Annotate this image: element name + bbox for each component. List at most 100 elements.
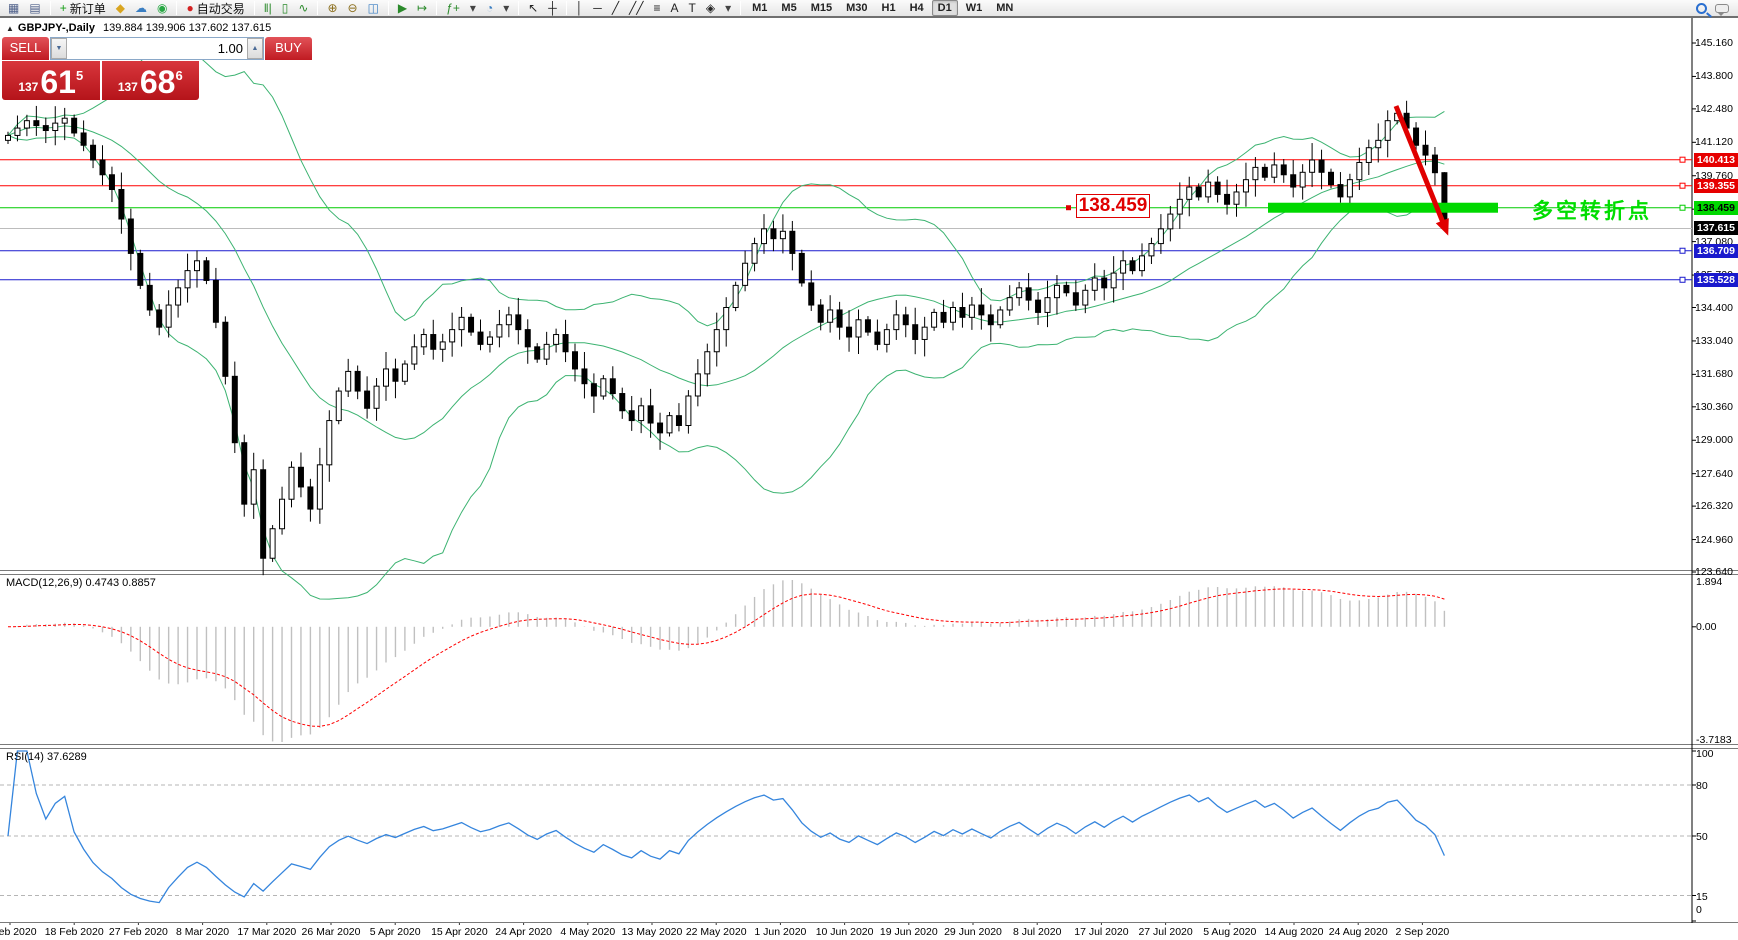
- buy-price-prefix: 137: [117, 80, 138, 94]
- price-tick-142.480: 142.480: [1695, 102, 1733, 115]
- timeframe-h1-button[interactable]: H1: [881, 2, 896, 14]
- hline-handle-139.355[interactable]: [1679, 182, 1686, 189]
- timeframe-d1-button[interactable]: D1: [931, 0, 958, 16]
- zoom-in-icon[interactable]: ⊕: [323, 0, 341, 16]
- level-badge-135.528: 135.528: [1694, 272, 1738, 287]
- date-label: 18 Feb 2020: [44, 926, 104, 938]
- ohlc-values: 139.884 139.906 137.602 137.615: [102, 22, 272, 34]
- indicators-caret-icon: ▾: [469, 1, 476, 15]
- sell-price-main: 61: [40, 64, 76, 100]
- timeframe-m15-button[interactable]: M15: [810, 2, 833, 14]
- horizontal-line-icon[interactable]: ─: [589, 0, 606, 16]
- date-label: 15 Apr 2020: [431, 926, 488, 938]
- channel-icon: ╱╱: [629, 1, 644, 15]
- hline-handle-138.459[interactable]: [1679, 204, 1686, 211]
- channel-icon[interactable]: ╱╱: [625, 0, 647, 16]
- chat-icon[interactable]: [1715, 3, 1729, 16]
- shapes-caret-icon[interactable]: ▾: [721, 0, 735, 16]
- toolbar: ▦ ▤ + 新订单 ◆ ☁ ◉ ● 自动交易 ‖| ▯ ∿ ⊕ ⊖ ◫ ▶ ↦ ƒ+ ▾ ◔ ▾ ↖ ┼ │ ─ ╱ ╱╱ ≡ A T ◈ ▾…: [0, 0, 1738, 18]
- fibonacci-icon[interactable]: ≡: [650, 0, 665, 16]
- chart-shift-icon[interactable]: ↦: [413, 0, 431, 16]
- indicators-caret-icon[interactable]: ▾: [466, 0, 480, 16]
- timeframe-m5-button[interactable]: M5: [781, 2, 797, 14]
- trendline-icon[interactable]: ╱: [608, 0, 623, 16]
- buy-button[interactable]: BUY: [265, 37, 312, 60]
- cursor-icon: ↖: [528, 1, 539, 15]
- shapes-caret-icon: ▾: [725, 1, 732, 15]
- date-label: 8 Mar 2020: [176, 926, 230, 938]
- auto-scroll-icon[interactable]: ▶: [394, 0, 411, 16]
- macd-min-label: -3.7183: [1696, 734, 1732, 746]
- tile-windows-icon[interactable]: ◫: [364, 0, 383, 16]
- date-label: 19 Jun 2020: [879, 926, 938, 938]
- auto-trading-button: ●: [186, 1, 194, 15]
- crosshair-icon[interactable]: ┼: [544, 0, 561, 16]
- timeframe-w1-button[interactable]: W1: [965, 2, 983, 14]
- shapes-icon[interactable]: ◈: [702, 0, 719, 16]
- support-highlight-bar[interactable]: [1268, 202, 1498, 213]
- timeframe-h4-button[interactable]: H4: [909, 2, 924, 14]
- price-tick-143.800: 143.800: [1695, 70, 1733, 83]
- line-chart-icon[interactable]: ∿: [294, 0, 312, 16]
- chart-canvas[interactable]: [0, 18, 1738, 940]
- callout-anchor[interactable]: [1066, 205, 1071, 211]
- text-icon[interactable]: A: [667, 0, 683, 16]
- sell-arrow[interactable]: [1393, 105, 1446, 224]
- new-order-button-label: 新订单: [69, 1, 106, 16]
- turning-point-label[interactable]: 多空转折点: [1532, 200, 1652, 223]
- price-callout-138.459[interactable]: 138.459: [1076, 194, 1150, 218]
- search-icon[interactable]: [1696, 2, 1707, 14]
- collapse-panel-icon[interactable]: ▲: [6, 24, 14, 33]
- gold-icon: ◆: [115, 1, 125, 15]
- gold-icon[interactable]: ◆: [112, 0, 129, 16]
- cursor-icon[interactable]: ↖: [524, 0, 542, 16]
- period-caret-icon: ▾: [503, 1, 510, 15]
- auto-trading-button[interactable]: ● 自动交易: [182, 0, 248, 16]
- lot-input[interactable]: [67, 38, 247, 59]
- hline-handle-136.709[interactable]: [1679, 247, 1686, 254]
- candlestick-chart-icon: ▯: [281, 1, 289, 15]
- price-tick-131.680: 131.680: [1695, 368, 1733, 381]
- sell-price-button[interactable]: 137 61 5: [2, 61, 100, 100]
- new-chart-icon: ▦: [8, 1, 20, 15]
- bollinger-middle: [7, 125, 1445, 441]
- signal-icon[interactable]: ◉: [153, 0, 171, 16]
- new-order-button[interactable]: + 新订单: [56, 0, 110, 16]
- buy-price-pip: 6: [175, 68, 183, 83]
- candles: [5, 100, 1448, 576]
- profiles-icon[interactable]: ▤: [25, 0, 44, 16]
- price-tick-127.640: 127.640: [1695, 467, 1733, 480]
- hline-handle-140.413[interactable]: [1679, 156, 1686, 163]
- price-tick-129.000: 129.000: [1695, 434, 1733, 447]
- timeframe-m30-button[interactable]: M30: [846, 2, 868, 14]
- one-click-trade-panel: SELL ▼ ▲ BUY 137 61 5 137 68 6: [2, 37, 312, 100]
- cloud-icon[interactable]: ☁: [131, 0, 151, 16]
- macd-histogram: [16, 580, 1446, 742]
- text-label-icon[interactable]: T: [685, 0, 700, 16]
- vertical-line-icon[interactable]: │: [572, 0, 588, 16]
- level-badge-139.355: 139.355: [1694, 178, 1738, 193]
- indicators-icon: ƒ+: [446, 1, 460, 15]
- rsi-line: [7, 750, 1445, 904]
- chart-area[interactable]: ▲ GBPJPY-,Daily 139.884 139.906 137.602 13…: [0, 18, 1738, 940]
- buy-price-button[interactable]: 137 68 6: [101, 61, 199, 100]
- toolbar-separator: [49, 1, 51, 15]
- timeframe-mn-button[interactable]: MN: [996, 2, 1014, 14]
- trendline-icon: ╱: [611, 1, 620, 15]
- lot-increase-button[interactable]: ▲: [247, 38, 263, 59]
- macd-zero-label: 0.00: [1696, 620, 1717, 633]
- timeframe-m1-button[interactable]: M1: [752, 2, 768, 14]
- zoom-out-icon[interactable]: ⊖: [344, 0, 362, 16]
- date-label: 17 Jul 2020: [1074, 926, 1129, 938]
- price-tick-126.320: 126.320: [1695, 500, 1733, 513]
- sell-button[interactable]: SELL: [2, 37, 49, 60]
- new-chart-icon[interactable]: ▦: [4, 0, 23, 16]
- indicators-icon[interactable]: ƒ+: [442, 0, 464, 16]
- bar-chart-icon[interactable]: ‖|: [260, 0, 276, 16]
- candlestick-chart-icon[interactable]: ▯: [278, 0, 293, 16]
- price-tick-141.120: 141.120: [1695, 136, 1733, 149]
- period-caret-icon[interactable]: ▾: [499, 0, 513, 16]
- period-icon[interactable]: ◔: [482, 0, 497, 16]
- hline-handle-135.528[interactable]: [1679, 276, 1686, 283]
- lot-decrease-button[interactable]: ▼: [51, 38, 67, 59]
